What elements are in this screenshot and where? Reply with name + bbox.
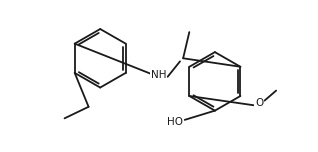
Text: NH: NH [151, 70, 166, 80]
Text: O: O [255, 98, 263, 108]
Text: HO: HO [167, 117, 183, 127]
